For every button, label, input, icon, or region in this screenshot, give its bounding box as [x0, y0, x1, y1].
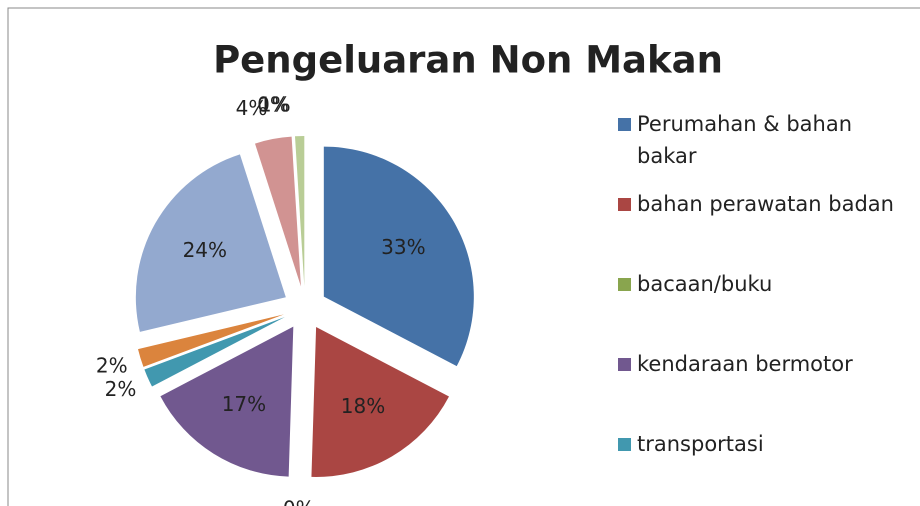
legend-swatch	[618, 438, 631, 451]
pie-slice	[138, 314, 284, 367]
legend-swatch	[618, 118, 631, 131]
pie-slice	[299, 329, 305, 480]
pie-slice	[135, 154, 286, 332]
data-label: 2%	[105, 377, 137, 401]
data-label: 2%	[96, 353, 128, 377]
legend-swatch	[618, 358, 631, 371]
legend-swatch	[618, 278, 631, 291]
frame	[7, 7, 920, 506]
data-label: 18%	[341, 394, 385, 418]
pie-slice	[323, 146, 474, 367]
data-label: 33%	[381, 235, 425, 259]
data-label: 24%	[183, 238, 227, 262]
pie-slice	[294, 136, 305, 287]
legend-label: bahan perawatan badan	[637, 192, 894, 216]
chart-title: Pengeluaran Non Makan	[213, 39, 723, 82]
legend-item: kendaraan bermotor	[618, 348, 853, 380]
legend-label: bacaan/buku	[637, 272, 773, 296]
legend-swatch	[618, 198, 631, 211]
data-label: 1%	[259, 93, 291, 117]
legend-label: kendaraan bermotor	[637, 352, 853, 376]
data-label: 0%	[257, 93, 289, 117]
legend-item: bahan perawatan badan	[618, 188, 894, 220]
legend-label: transportasi	[637, 432, 764, 456]
pie-slice	[311, 326, 450, 477]
pie-slice	[144, 316, 285, 387]
data-label: 0%	[283, 496, 315, 506]
data-label: 17%	[222, 392, 266, 416]
pie-slice	[160, 326, 294, 477]
legend-item: transportasi	[618, 428, 764, 460]
legend-item: bacaan/buku	[618, 268, 772, 300]
data-label: 4%	[236, 96, 268, 120]
legend-item: Perumahan & bahan bakar	[618, 108, 913, 172]
pie-slice	[255, 136, 301, 287]
legend-label: Perumahan & bahan bakar	[637, 112, 853, 168]
